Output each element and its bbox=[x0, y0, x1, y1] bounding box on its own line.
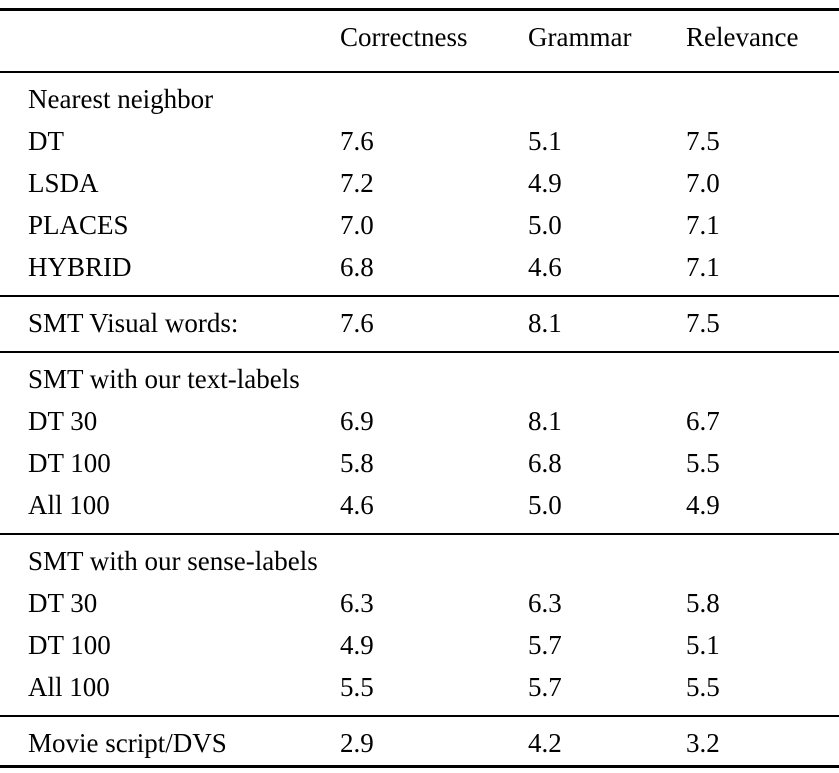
table-bottom-rule bbox=[0, 765, 839, 768]
cell-grammar: 5.7 bbox=[528, 631, 562, 661]
table-row: Movie script/DVS 2.9 4.2 3.2 bbox=[0, 723, 839, 765]
cell-grammar: 5.7 bbox=[528, 673, 562, 703]
cell-relevance: 6.7 bbox=[686, 407, 720, 437]
cell-grammar: 8.1 bbox=[528, 309, 562, 339]
section-divider-rule bbox=[0, 295, 839, 297]
column-header-relevance: Relevance bbox=[686, 23, 799, 53]
row-label: DT 30 bbox=[28, 589, 98, 619]
table-row: All 100 4.6 5.0 4.9 bbox=[0, 485, 839, 527]
cell-correctness: 6.3 bbox=[340, 589, 374, 619]
section-divider-rule bbox=[0, 351, 839, 353]
cell-relevance: 5.5 bbox=[686, 449, 720, 479]
table-body: Nearest neighbor DT 7.6 5.1 7.5 LSDA 7.2 4.9 7.0… bbox=[0, 79, 839, 765]
section-divider-rule bbox=[0, 533, 839, 535]
cell-correctness: 5.5 bbox=[340, 673, 374, 703]
table-row: PLACES 7.0 5.0 7.1 bbox=[0, 205, 839, 247]
cell-relevance: 7.5 bbox=[686, 127, 720, 157]
cell-correctness: 4.6 bbox=[340, 491, 374, 521]
section-header-label: SMT with our sense-labels bbox=[28, 547, 318, 577]
cell-grammar: 6.3 bbox=[528, 589, 562, 619]
section-divider-rule bbox=[0, 715, 839, 717]
cell-relevance: 4.9 bbox=[686, 491, 720, 521]
cell-grammar: 5.0 bbox=[528, 211, 562, 241]
cell-relevance: 3.2 bbox=[686, 729, 720, 759]
cell-correctness: 5.8 bbox=[340, 449, 374, 479]
row-label: DT 100 bbox=[28, 631, 111, 661]
section-header-row: Nearest neighbor bbox=[0, 79, 839, 121]
cell-correctness: 7.6 bbox=[340, 127, 374, 157]
table-row: HYBRID 6.8 4.6 7.1 bbox=[0, 247, 839, 289]
cell-relevance: 7.1 bbox=[686, 253, 720, 283]
cell-relevance: 7.0 bbox=[686, 169, 720, 199]
row-label: HYBRID bbox=[28, 253, 132, 283]
table-row: DT 100 4.9 5.7 5.1 bbox=[0, 625, 839, 667]
column-header-correctness: Correctness bbox=[340, 23, 468, 53]
cell-relevance: 7.1 bbox=[686, 211, 720, 241]
cell-grammar: 8.1 bbox=[528, 407, 562, 437]
cell-grammar: 5.1 bbox=[528, 127, 562, 157]
row-label: All 100 bbox=[28, 491, 110, 521]
cell-relevance: 5.1 bbox=[686, 631, 720, 661]
table-row: SMT Visual words: 7.6 8.1 7.5 bbox=[0, 303, 839, 345]
table-row: DT 30 6.9 8.1 6.7 bbox=[0, 401, 839, 443]
row-label: Movie script/DVS bbox=[28, 729, 227, 759]
cell-grammar: 4.9 bbox=[528, 169, 562, 199]
section-header-row: SMT with our sense-labels bbox=[0, 541, 839, 583]
cell-grammar: 4.6 bbox=[528, 253, 562, 283]
row-label: PLACES bbox=[28, 211, 129, 241]
cell-relevance: 5.5 bbox=[686, 673, 720, 703]
column-header-grammar: Grammar bbox=[528, 23, 632, 53]
cell-correctness: 6.9 bbox=[340, 407, 374, 437]
section-header-label: Nearest neighbor bbox=[28, 85, 214, 115]
table-top-rule bbox=[0, 8, 839, 11]
table-row: DT 7.6 5.1 7.5 bbox=[0, 121, 839, 163]
table-row: DT 30 6.3 6.3 5.8 bbox=[0, 583, 839, 625]
cell-correctness: 6.8 bbox=[340, 253, 374, 283]
cell-grammar: 4.2 bbox=[528, 729, 562, 759]
row-label: DT 30 bbox=[28, 407, 98, 437]
section-header-row: SMT with our text-labels bbox=[0, 359, 839, 401]
table-row: All 100 5.5 5.7 5.5 bbox=[0, 667, 839, 709]
cell-correctness: 4.9 bbox=[340, 631, 374, 661]
cell-correctness: 7.6 bbox=[340, 309, 374, 339]
header-rule bbox=[0, 71, 839, 73]
cell-grammar: 6.8 bbox=[528, 449, 562, 479]
row-label: SMT Visual words: bbox=[28, 309, 239, 339]
cell-grammar: 5.0 bbox=[528, 491, 562, 521]
table-row: LSDA 7.2 4.9 7.0 bbox=[0, 163, 839, 205]
cell-relevance: 5.8 bbox=[686, 589, 720, 619]
section-header-label: SMT with our text-labels bbox=[28, 365, 300, 395]
cell-relevance: 7.5 bbox=[686, 309, 720, 339]
table-header-row: Correctness Grammar Relevance bbox=[0, 11, 839, 65]
row-label: DT bbox=[28, 127, 64, 157]
table-row: DT 100 5.8 6.8 5.5 bbox=[0, 443, 839, 485]
row-label: DT 100 bbox=[28, 449, 111, 479]
cell-correctness: 7.2 bbox=[340, 169, 374, 199]
cell-correctness: 2.9 bbox=[340, 729, 374, 759]
row-label: LSDA bbox=[28, 169, 99, 199]
cell-correctness: 7.0 bbox=[340, 211, 374, 241]
row-label: All 100 bbox=[28, 673, 110, 703]
